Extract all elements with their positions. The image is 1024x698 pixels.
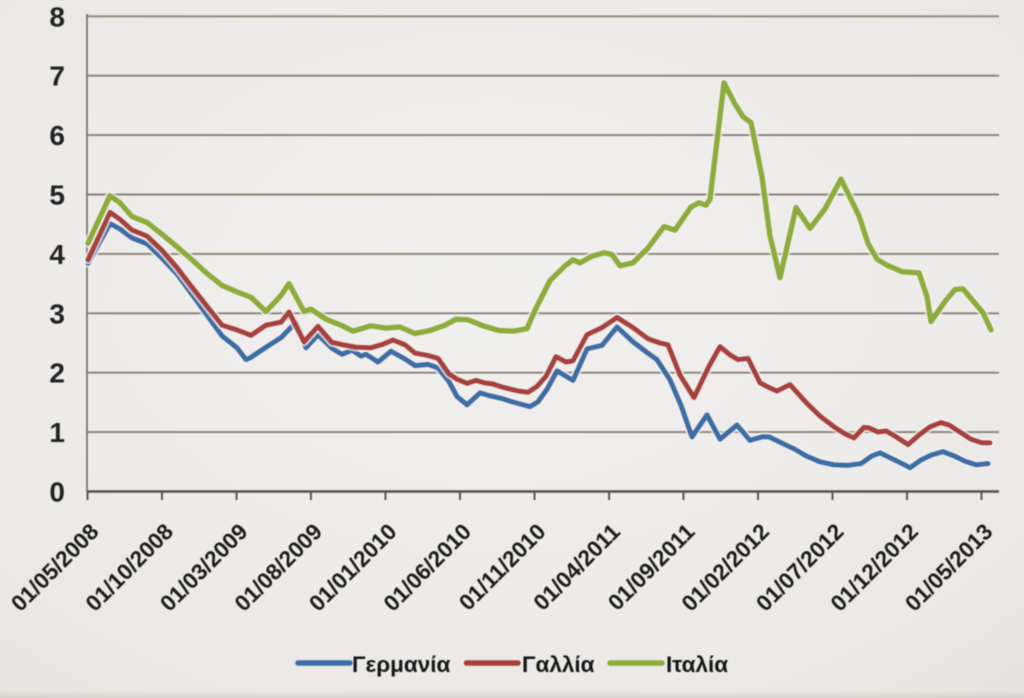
svg-text:7: 7 <box>49 61 65 92</box>
svg-text:5: 5 <box>49 180 65 211</box>
svg-text:2: 2 <box>49 358 65 389</box>
svg-text:1: 1 <box>49 417 65 448</box>
svg-text:4: 4 <box>49 239 65 270</box>
svg-text:Γερμανία: Γερμανία <box>352 652 450 677</box>
svg-text:8: 8 <box>49 1 65 32</box>
svg-text:6: 6 <box>49 120 65 151</box>
svg-text:3: 3 <box>49 298 65 329</box>
svg-text:Ιταλία: Ιταλία <box>666 652 728 677</box>
svg-text:Γαλλία: Γαλλία <box>522 652 595 677</box>
svg-text:0: 0 <box>49 477 65 508</box>
